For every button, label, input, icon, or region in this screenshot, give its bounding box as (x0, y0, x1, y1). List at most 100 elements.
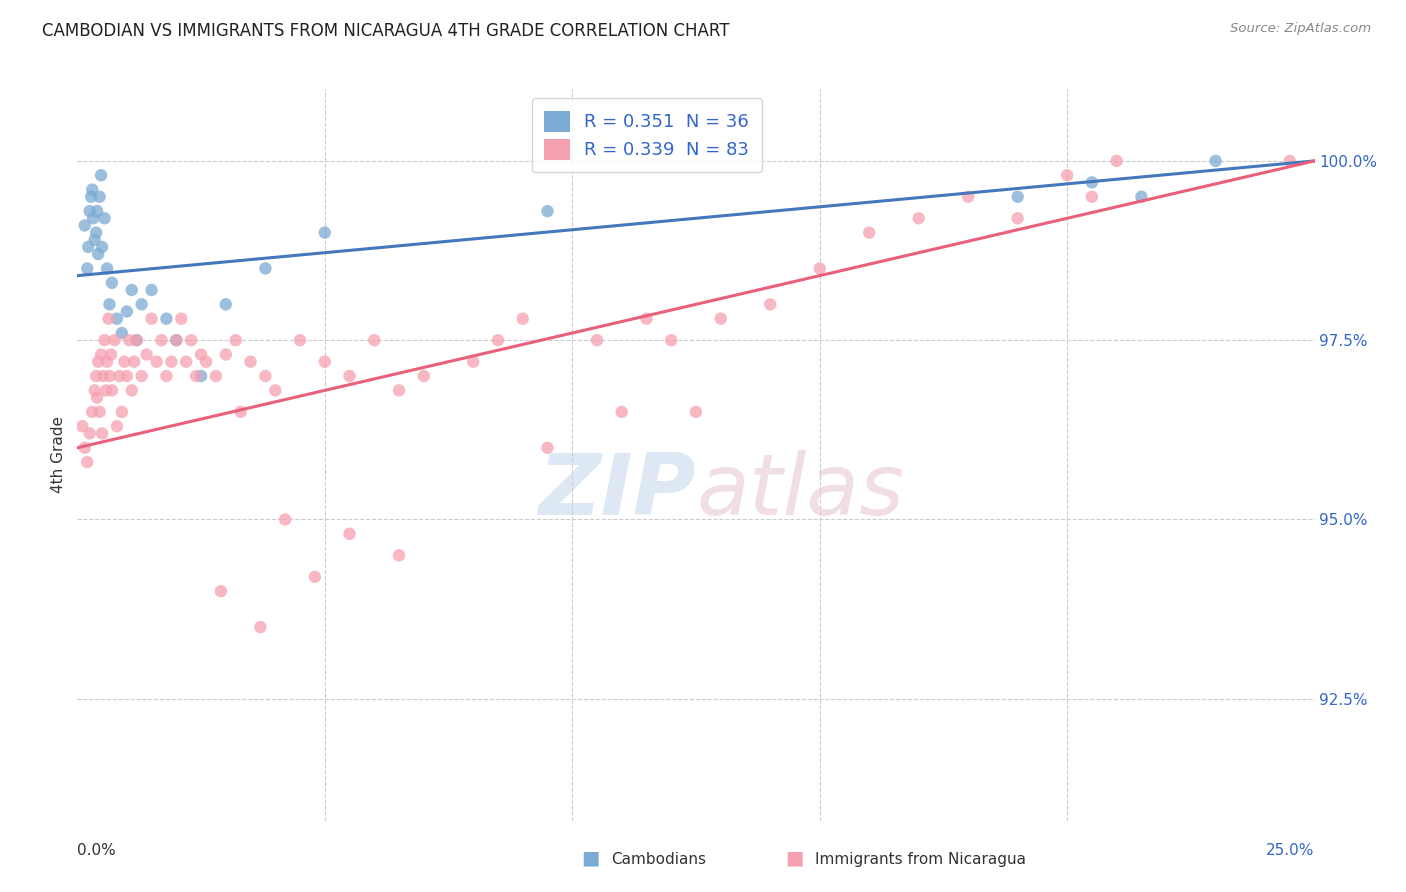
Point (89, 405, 111, 419)
Point (205, 369, 228, 384)
Point (412, 369, 434, 384)
Point (636, 311, 658, 326)
Point (512, 311, 534, 326)
Point (659, 333, 682, 347)
Point (98, 297, 121, 311)
Legend: R = 0.351  N = 36, R = 0.339  N = 83: R = 0.351 N = 36, R = 0.339 N = 83 (531, 98, 762, 172)
Point (96, 354, 118, 368)
Point (131, 369, 153, 384)
Point (141, 283, 163, 297)
Point (1105, 153, 1128, 168)
Point (73, 441, 96, 455)
Point (685, 405, 707, 419)
Point (363, 333, 385, 347)
Point (83, 384, 105, 398)
Point (274, 512, 297, 526)
Point (314, 354, 336, 368)
Point (1278, 153, 1301, 168)
Point (388, 384, 411, 398)
Point (93, 211, 115, 226)
Point (229, 405, 252, 419)
Point (254, 261, 277, 276)
Point (84, 369, 107, 384)
Text: ■: ■ (785, 848, 804, 867)
Point (339, 526, 361, 541)
Point (463, 354, 485, 368)
Point (145, 354, 167, 368)
Point (91, 426, 114, 441)
Point (82, 211, 104, 226)
Point (1205, 153, 1227, 168)
Point (304, 570, 326, 584)
Point (76, 455, 98, 469)
Point (111, 405, 134, 419)
Point (1007, 211, 1029, 226)
Point (190, 347, 212, 361)
Point (1056, 168, 1078, 182)
Point (96, 261, 118, 276)
Point (339, 369, 361, 384)
Point (165, 333, 187, 347)
Point (80, 190, 103, 204)
Point (957, 190, 980, 204)
Point (87, 247, 110, 261)
Point (180, 333, 202, 347)
Point (100, 347, 122, 361)
Point (103, 333, 125, 347)
Point (195, 354, 218, 368)
Point (111, 326, 134, 340)
Point (91, 369, 114, 384)
Point (94, 384, 117, 398)
Point (101, 384, 124, 398)
Point (72, 419, 94, 434)
Point (79, 204, 101, 219)
Point (610, 405, 633, 419)
Point (105, 311, 128, 326)
Point (84, 226, 107, 240)
Point (184, 369, 207, 384)
Point (115, 369, 138, 384)
Point (215, 297, 238, 311)
Point (1081, 176, 1104, 190)
Point (170, 311, 193, 326)
Point (73, 219, 96, 233)
Point (858, 226, 880, 240)
Point (155, 311, 177, 326)
Text: 25.0%: 25.0% (1267, 843, 1315, 858)
Point (314, 226, 336, 240)
Text: Immigrants from Nicaragua: Immigrants from Nicaragua (815, 852, 1026, 867)
Point (710, 311, 733, 326)
Point (125, 333, 148, 347)
Point (97, 311, 120, 326)
Point (86, 204, 108, 219)
Point (174, 354, 197, 368)
Point (76, 261, 98, 276)
Point (239, 354, 262, 368)
Point (209, 584, 232, 599)
Point (486, 333, 509, 347)
Point (90, 168, 112, 182)
Point (112, 354, 135, 368)
Point (288, 333, 311, 347)
Point (108, 369, 131, 384)
Point (1007, 190, 1029, 204)
Point (93, 333, 115, 347)
Text: Cambodians: Cambodians (612, 852, 707, 867)
Point (1081, 190, 1104, 204)
Point (105, 419, 128, 434)
Point (82, 183, 104, 197)
Point (190, 369, 212, 384)
Point (165, 333, 187, 347)
Point (1130, 190, 1153, 204)
Point (759, 297, 782, 311)
Text: Source: ZipAtlas.com: Source: ZipAtlas.com (1230, 22, 1371, 36)
Point (121, 384, 143, 398)
Text: ■: ■ (581, 848, 600, 867)
Point (150, 333, 173, 347)
Point (91, 240, 114, 254)
Point (115, 304, 138, 318)
Point (77, 240, 100, 254)
Point (536, 204, 558, 219)
Point (160, 354, 183, 368)
Point (135, 347, 157, 361)
